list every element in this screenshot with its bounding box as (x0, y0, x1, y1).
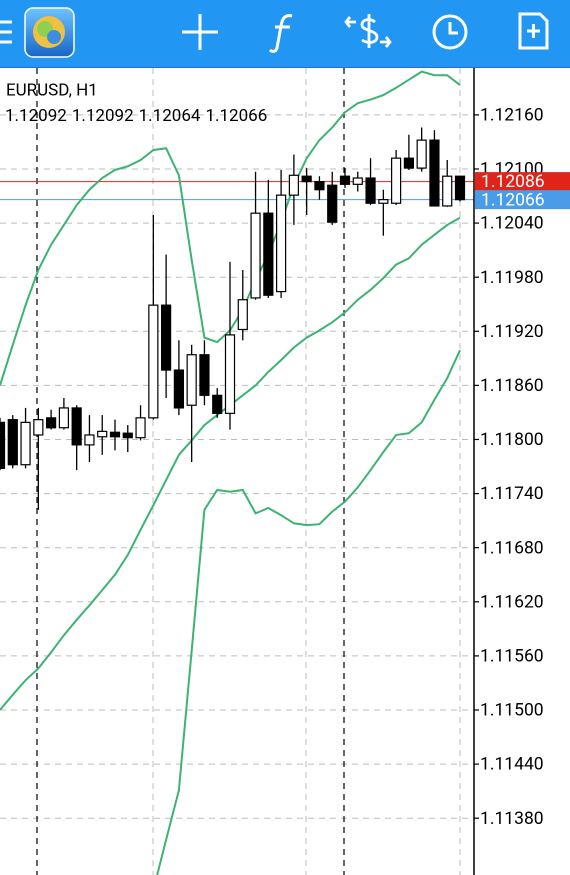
y-tick-label: 1.11680 (480, 538, 544, 558)
candle-body (454, 175, 466, 201)
candle-body (135, 417, 146, 439)
candle-body (301, 175, 312, 183)
candle-body (7, 419, 18, 466)
candle-body (288, 174, 299, 196)
y-tick-label: 1.11380 (480, 809, 544, 829)
y-tick-label: 1.11920 (480, 322, 544, 342)
candle-body (84, 434, 95, 446)
candle-body (339, 175, 351, 185)
candle-body (0, 421, 6, 469)
candle-body (365, 177, 376, 204)
candle-body (250, 212, 261, 299)
candle-body (109, 431, 121, 438)
candle-body (122, 432, 133, 439)
y-tick-label: 1.11800 (480, 430, 544, 450)
candle-body (327, 184, 338, 223)
candle-body (148, 304, 159, 419)
candle-body (352, 177, 363, 185)
candle-body (314, 181, 325, 191)
candle-body (416, 139, 427, 169)
y-tick-label: 1.12040 (480, 214, 544, 234)
price-axis: 1.121601.121001.120401.119801.119201.118… (473, 68, 570, 875)
ohlc-readout: 1.12092 1.12092 1.12064 1.12066 (5, 106, 267, 126)
candle-body (403, 157, 414, 169)
new-order-button[interactable] (518, 12, 549, 50)
band-line (156, 349, 461, 875)
y-tick-label: 1.12160 (480, 106, 544, 126)
y-tick-label: 1.11500 (480, 701, 544, 721)
candle-body (58, 407, 69, 429)
candle-body (442, 175, 453, 207)
y-tick-label: 1.11620 (480, 592, 544, 612)
chart-title: EURUSD, H1 (6, 80, 98, 100)
candle-body (186, 354, 197, 406)
candle-body (391, 157, 402, 204)
candle-body (212, 394, 223, 414)
candle-body (263, 212, 274, 296)
ohlc-open: 1.12092 (5, 106, 67, 126)
candle-body (46, 417, 57, 429)
y-tick-label: 1.11860 (480, 376, 544, 396)
candle-body (71, 407, 82, 446)
candle-body (173, 369, 184, 409)
ask-price-box (475, 172, 570, 192)
candle-body (276, 194, 287, 293)
plot-area (0, 68, 474, 875)
toolbar-border (0, 67, 570, 68)
candle-body (161, 304, 172, 371)
candle-body (199, 354, 210, 396)
candle-body (378, 199, 389, 204)
ask-price-label: 1.12086 (481, 172, 545, 192)
ohlc-high: 1.12092 (72, 106, 134, 126)
toolbar (0, 0, 570, 67)
ohlc-low: 1.12064 (139, 106, 201, 126)
app-logo[interactable] (24, 7, 75, 58)
y-tick-label: 1.11440 (480, 755, 544, 775)
candle-body (224, 334, 236, 414)
bid-price-box (475, 190, 570, 210)
y-tick-label: 1.11740 (480, 484, 544, 504)
bid-price-label: 1.12066 (481, 190, 545, 210)
candle-body (429, 139, 440, 207)
history-button[interactable] (432, 14, 468, 50)
candle-body (237, 299, 248, 331)
ohlc-close: 1.12066 (205, 106, 267, 126)
y-tick-label: 1.11980 (480, 268, 544, 288)
y-tick-label: 1.11560 (480, 647, 544, 667)
candle-body (20, 421, 31, 466)
crosshair-button[interactable] (182, 14, 218, 50)
indicators-button[interactable] (268, 14, 293, 53)
trade-button[interactable] (344, 14, 392, 48)
menu-button[interactable] (0, 20, 12, 44)
candle-body (33, 419, 44, 436)
toolbar-background (0, 0, 570, 67)
candle-body (97, 430, 108, 438)
